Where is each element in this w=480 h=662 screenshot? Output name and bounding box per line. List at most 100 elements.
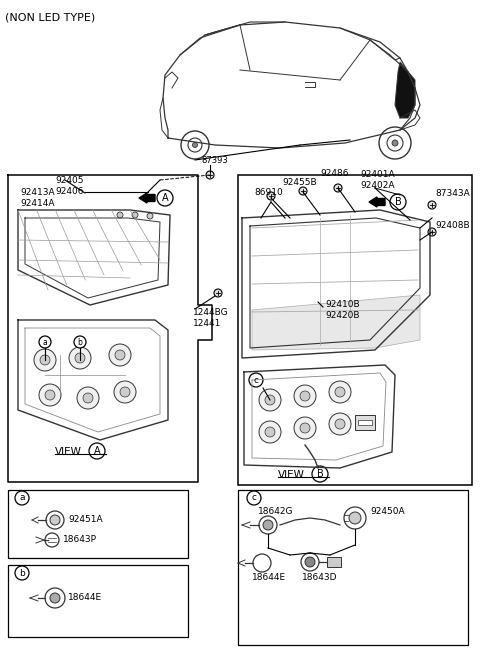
Circle shape [114,381,136,403]
Text: VIEW: VIEW [55,447,82,457]
Circle shape [214,289,222,297]
Circle shape [45,533,59,547]
Circle shape [387,135,403,151]
Circle shape [45,588,65,608]
Bar [238,490,468,645]
Circle shape [390,194,406,210]
Text: 92486: 92486 [320,169,348,177]
Text: 86910: 86910 [254,187,283,197]
Circle shape [300,423,310,433]
Text: 18644E: 18644E [68,594,102,602]
Text: 87343A: 87343A [435,189,470,197]
Circle shape [265,395,275,405]
Bar [238,175,472,485]
Circle shape [117,212,123,218]
Circle shape [75,353,85,363]
Circle shape [15,491,29,505]
Circle shape [39,336,51,348]
Text: B: B [395,197,401,207]
Circle shape [312,466,328,482]
Circle shape [46,511,64,529]
Circle shape [259,516,277,534]
Circle shape [34,349,56,371]
Circle shape [206,171,214,179]
Circle shape [329,381,351,403]
Circle shape [294,385,316,407]
Text: A: A [94,446,100,456]
Text: B: B [317,469,324,479]
Circle shape [265,427,275,437]
Polygon shape [395,62,415,118]
Text: 92401A
92402A: 92401A 92402A [360,170,395,190]
Circle shape [349,512,361,524]
Circle shape [253,554,271,572]
Text: VIEW: VIEW [278,470,305,480]
Text: 18643P: 18643P [63,536,97,545]
Text: (NON LED TYPE): (NON LED TYPE) [5,12,95,22]
FancyArrow shape [139,193,155,203]
Circle shape [120,387,130,397]
Circle shape [263,520,273,530]
Circle shape [115,350,125,360]
Circle shape [305,557,315,567]
Bar [8,490,188,558]
Circle shape [39,384,61,406]
Circle shape [132,212,138,218]
Circle shape [335,387,345,397]
Circle shape [15,566,29,580]
Circle shape [50,593,60,603]
Circle shape [335,419,345,429]
Text: 18643D: 18643D [302,573,337,583]
Circle shape [157,190,173,206]
Circle shape [428,228,436,236]
Text: 92408B: 92408B [435,220,469,230]
Circle shape [188,138,202,152]
FancyArrow shape [369,197,385,207]
Text: a: a [19,493,25,502]
Text: c: c [252,493,256,502]
Text: A: A [162,193,168,203]
Text: 92450A: 92450A [370,508,405,516]
Circle shape [259,389,281,411]
Circle shape [329,413,351,435]
Text: c: c [253,375,259,385]
Circle shape [259,421,281,443]
Circle shape [147,213,153,219]
Circle shape [301,553,319,571]
Circle shape [89,443,105,459]
Circle shape [74,336,86,348]
Text: 92451A: 92451A [68,514,103,524]
Bar [355,415,375,430]
Text: 92410B
92420B: 92410B 92420B [325,300,360,320]
Circle shape [428,201,436,209]
Bar [8,565,188,637]
Circle shape [379,127,411,159]
Circle shape [45,390,55,400]
Text: 92405
92406: 92405 92406 [55,176,84,196]
Text: b: b [78,338,83,346]
Circle shape [249,373,263,387]
Polygon shape [252,295,420,350]
Circle shape [50,515,60,525]
Circle shape [181,131,209,159]
Bar [327,557,341,567]
Text: 1244BG
12441: 1244BG 12441 [193,308,228,328]
Circle shape [40,355,50,365]
Circle shape [109,344,131,366]
Text: 87393: 87393 [201,156,228,164]
Circle shape [77,387,99,409]
Text: 92455B: 92455B [282,177,317,187]
Bar [358,420,372,425]
Text: 18642G: 18642G [258,508,293,516]
Text: b: b [19,569,25,577]
Text: a: a [43,338,48,346]
Circle shape [334,184,342,192]
Text: 18644E: 18644E [252,573,286,583]
Circle shape [267,192,275,200]
Circle shape [294,417,316,439]
Circle shape [344,507,366,529]
Circle shape [69,347,91,369]
Circle shape [392,140,398,146]
Circle shape [247,491,261,505]
Text: 92413A
92414A: 92413A 92414A [20,188,55,208]
